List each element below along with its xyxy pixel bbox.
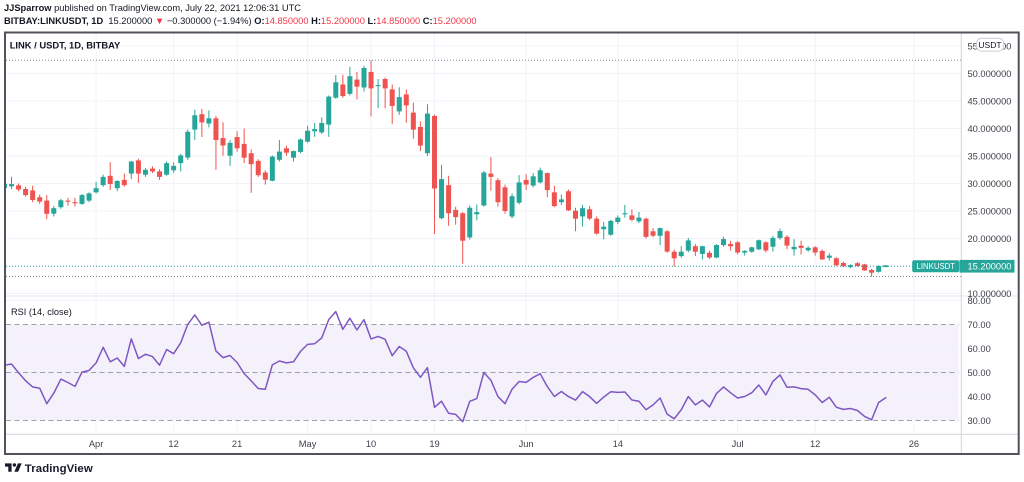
svg-text:15.200000: 15.200000 (968, 262, 1012, 272)
svg-text:40.00: 40.00 (968, 392, 991, 402)
svg-text:50.00: 50.00 (968, 368, 991, 378)
svg-text:60.00: 60.00 (968, 344, 991, 354)
svg-text:19: 19 (429, 439, 439, 449)
svg-text:10: 10 (366, 439, 376, 449)
svg-text:30.000000: 30.000000 (968, 179, 1012, 189)
svg-text:21: 21 (232, 439, 242, 449)
svg-text:20.000000: 20.000000 (968, 234, 1012, 244)
svg-text:45.000000: 45.000000 (968, 96, 1012, 106)
svg-text:80.00: 80.00 (968, 296, 991, 306)
svg-text:14: 14 (613, 439, 623, 449)
svg-text:35.000000: 35.000000 (968, 151, 1012, 161)
svg-text:Apr: Apr (89, 439, 103, 449)
svg-text:12: 12 (810, 439, 820, 449)
svg-text:70.00: 70.00 (968, 320, 991, 330)
svg-text:40.000000: 40.000000 (968, 124, 1012, 134)
svg-text:25.000000: 25.000000 (968, 206, 1012, 216)
svg-text:May: May (299, 439, 317, 449)
svg-text:50.000000: 50.000000 (968, 69, 1012, 79)
svg-text:USDT: USDT (978, 40, 1001, 50)
svg-text:Jul: Jul (732, 439, 744, 449)
svg-text:TradingView: TradingView (25, 463, 93, 475)
svg-text:26: 26 (909, 439, 919, 449)
svg-text:10.000000: 10.000000 (968, 289, 1012, 299)
svg-text:LINKUSDT: LINKUSDT (917, 262, 956, 271)
svg-text:LINK / USDT, 1D, BITBAY: LINK / USDT, 1D, BITBAY (10, 40, 121, 51)
svg-text:30.00: 30.00 (968, 416, 991, 426)
svg-text:RSI (14, close): RSI (14, close) (11, 307, 72, 317)
svg-text:12: 12 (168, 439, 178, 449)
svg-text:Jun: Jun (519, 439, 534, 449)
